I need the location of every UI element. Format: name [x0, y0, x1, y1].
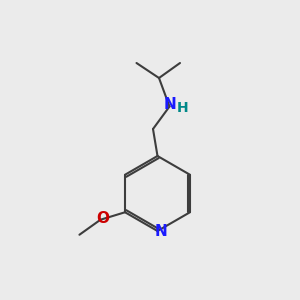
- Text: N: N: [163, 97, 176, 112]
- Text: H: H: [176, 101, 188, 115]
- Text: N: N: [154, 224, 167, 238]
- Text: O: O: [96, 211, 109, 226]
